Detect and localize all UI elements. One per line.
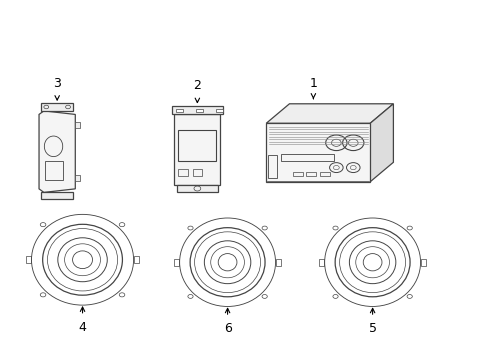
Polygon shape <box>265 104 393 123</box>
Polygon shape <box>41 192 73 199</box>
Bar <box>174 114 220 185</box>
Polygon shape <box>265 123 369 182</box>
Polygon shape <box>41 103 73 111</box>
Bar <box>196 109 202 112</box>
Bar <box>292 172 302 176</box>
Bar <box>176 109 182 112</box>
Bar <box>45 161 63 180</box>
Polygon shape <box>39 111 75 192</box>
Bar <box>276 259 280 266</box>
Bar <box>177 185 218 192</box>
Bar <box>421 259 425 266</box>
Text: 5: 5 <box>368 322 376 335</box>
Bar <box>319 172 329 176</box>
Bar <box>178 130 216 161</box>
Bar <box>174 259 179 266</box>
Bar <box>178 168 187 176</box>
Text: 2: 2 <box>193 80 201 93</box>
Bar <box>216 109 223 112</box>
Text: 4: 4 <box>79 321 86 334</box>
Bar <box>192 168 202 176</box>
Polygon shape <box>369 104 393 182</box>
Bar <box>280 154 333 161</box>
Text: 1: 1 <box>309 77 317 90</box>
Bar <box>306 172 315 176</box>
Bar <box>172 105 223 114</box>
Bar <box>26 256 31 263</box>
Text: 6: 6 <box>223 322 231 335</box>
Bar <box>319 259 323 266</box>
Text: 3: 3 <box>53 77 61 90</box>
Bar <box>267 155 276 178</box>
Bar <box>134 256 139 263</box>
Bar <box>75 175 80 181</box>
Bar <box>75 122 80 128</box>
